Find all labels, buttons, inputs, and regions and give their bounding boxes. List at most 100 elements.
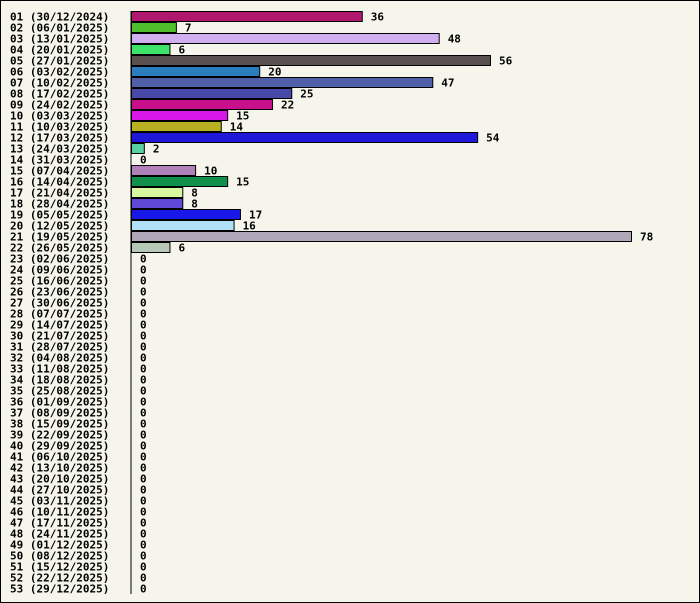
value-label: 15 — [236, 110, 249, 123]
category-label: 43 (20/10/2025) — [10, 473, 109, 486]
category-label: 39 (22/09/2025) — [10, 429, 109, 442]
bar — [131, 22, 177, 33]
value-label: 0 — [140, 583, 147, 596]
bar — [131, 44, 171, 55]
bar — [131, 33, 440, 44]
value-label: 17 — [249, 209, 262, 222]
value-label: 0 — [140, 451, 147, 464]
value-label: 20 — [268, 66, 281, 79]
category-label: 02 (06/01/2025) — [10, 22, 109, 35]
category-label: 21 (19/05/2025) — [10, 231, 109, 244]
category-label: 36 (01/09/2025) — [10, 396, 109, 409]
value-label: 0 — [140, 297, 147, 310]
bar — [131, 165, 197, 176]
value-label: 0 — [140, 550, 147, 563]
value-label: 0 — [140, 341, 147, 354]
value-label: 0 — [140, 561, 147, 574]
bar — [131, 121, 222, 132]
value-label: 0 — [140, 330, 147, 343]
value-label: 36 — [371, 11, 385, 24]
category-label: 40 (29/09/2025) — [10, 440, 109, 453]
category-label: 50 (08/12/2025) — [10, 550, 109, 563]
value-label: 0 — [140, 506, 147, 519]
value-label: 25 — [300, 88, 313, 101]
value-label: 8 — [191, 198, 198, 211]
category-label: 27 (30/06/2025) — [10, 297, 109, 310]
category-label: 33 (11/08/2025) — [10, 363, 109, 376]
value-label: 54 — [486, 132, 500, 145]
bar — [131, 198, 184, 209]
value-label: 0 — [140, 308, 147, 321]
value-label: 0 — [140, 484, 147, 497]
bar — [131, 176, 229, 187]
category-label: 42 (13/10/2025) — [10, 462, 109, 475]
category-label: 22 (26/05/2025) — [10, 242, 109, 255]
bar — [131, 209, 241, 220]
category-label: 08 (17/02/2025) — [10, 88, 109, 101]
category-label: 01 (30/12/2024) — [10, 11, 109, 24]
bar — [131, 55, 491, 66]
value-label: 0 — [140, 473, 147, 486]
value-label: 2 — [153, 143, 160, 156]
category-label: 49 (01/12/2025) — [10, 539, 109, 552]
category-label: 14 (31/03/2025) — [10, 154, 109, 167]
category-label: 15 (07/04/2025) — [10, 165, 109, 178]
value-label: 0 — [140, 319, 147, 332]
category-label: 41 (06/10/2025) — [10, 451, 109, 464]
value-label: 10 — [204, 165, 217, 178]
value-label: 6 — [178, 242, 185, 255]
value-label: 0 — [140, 396, 147, 409]
value-label: 22 — [281, 99, 294, 112]
value-label: 0 — [140, 385, 147, 398]
value-label: 0 — [140, 407, 147, 420]
value-label: 16 — [243, 220, 257, 233]
value-label: 7 — [185, 22, 192, 35]
category-label: 18 (28/04/2025) — [10, 198, 109, 211]
bar — [131, 88, 293, 99]
bar — [131, 132, 479, 143]
category-label: 28 (07/07/2025) — [10, 308, 109, 321]
category-label: 45 (03/11/2025) — [10, 495, 109, 508]
value-label: 6 — [178, 44, 185, 57]
category-label: 37 (08/09/2025) — [10, 407, 109, 420]
bar — [131, 231, 632, 242]
value-label: 78 — [640, 231, 653, 244]
category-label: 03 (13/01/2025) — [10, 33, 109, 46]
category-label: 30 (21/07/2025) — [10, 330, 109, 343]
value-label: 8 — [191, 187, 198, 200]
category-label: 06 (03/02/2025) — [10, 66, 109, 79]
category-label: 05 (27/01/2025) — [10, 55, 109, 68]
value-label: 0 — [140, 352, 147, 365]
bar — [131, 66, 261, 77]
value-label: 0 — [140, 429, 147, 442]
value-label: 0 — [140, 253, 147, 266]
value-label: 14 — [230, 121, 244, 134]
category-label: 26 (23/06/2025) — [10, 286, 109, 299]
category-label: 46 (10/11/2025) — [10, 506, 109, 519]
value-label: 0 — [140, 264, 147, 277]
value-label: 15 — [236, 176, 249, 189]
value-label: 0 — [140, 154, 147, 167]
category-label: 10 (03/03/2025) — [10, 110, 109, 123]
category-label: 51 (15/12/2025) — [10, 561, 109, 574]
bar — [131, 99, 274, 110]
value-label: 0 — [140, 495, 147, 508]
category-label: 23 (02/06/2025) — [10, 253, 109, 266]
category-label: 25 (16/06/2025) — [10, 275, 109, 288]
value-label: 47 — [441, 77, 454, 90]
category-label: 19 (05/05/2025) — [10, 209, 109, 222]
value-label: 0 — [140, 572, 147, 585]
value-label: 0 — [140, 462, 147, 475]
value-label: 56 — [499, 55, 513, 68]
bar — [131, 77, 434, 88]
bar — [131, 220, 235, 231]
value-label: 0 — [140, 418, 147, 431]
category-label: 17 (21/04/2025) — [10, 187, 109, 200]
category-label: 11 (10/03/2025) — [10, 121, 109, 134]
bar — [131, 143, 145, 154]
category-label: 09 (24/02/2025) — [10, 99, 109, 112]
bar — [131, 242, 171, 253]
value-label: 0 — [140, 275, 147, 288]
